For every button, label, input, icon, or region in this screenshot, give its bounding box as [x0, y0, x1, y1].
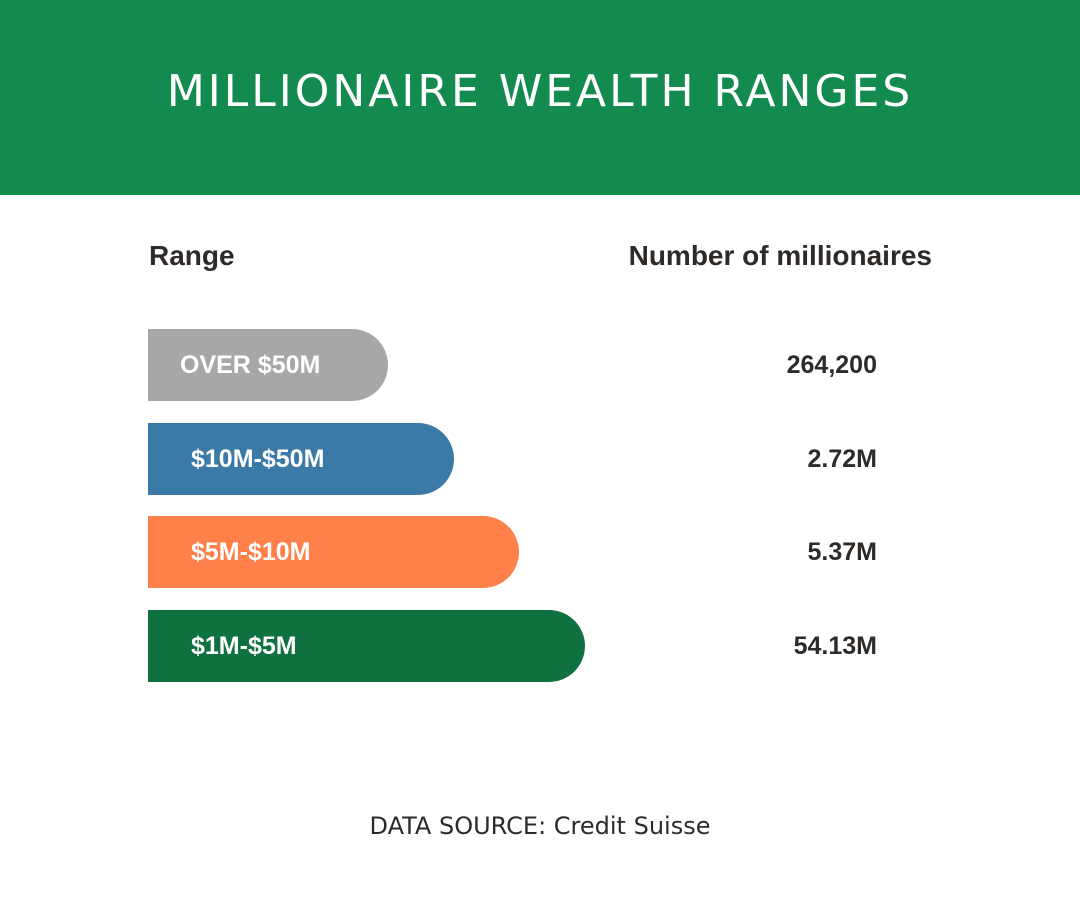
- bar-row: $5M-$10M 5.37M: [0, 516, 1080, 588]
- bar-row: $10M-$50M 2.72M: [0, 423, 1080, 495]
- title-banner: MILLIONAIRE WEALTH RANGES: [0, 0, 1080, 195]
- range-column-header: Range: [149, 240, 235, 271]
- value-label: 2.72M: [807, 445, 877, 473]
- value-label: 5.37M: [807, 538, 877, 566]
- value-label: 264,200: [786, 351, 877, 379]
- bar-label: $5M-$10M: [191, 537, 311, 566]
- bar: $5M-$10M: [148, 516, 519, 588]
- chart-title: MILLIONAIRE WEALTH RANGES: [166, 66, 914, 117]
- bar: OVER $50M: [148, 329, 388, 401]
- bar-label: OVER $50M: [180, 350, 321, 379]
- count-column-header: Number of millionaires: [628, 240, 932, 271]
- bar: $10M-$50M: [148, 423, 454, 495]
- bar-label: $10M-$50M: [191, 444, 325, 473]
- bar-label: $1M-$5M: [191, 631, 297, 660]
- bar-row: OVER $50M 264,200: [0, 329, 1080, 401]
- bar: $1M-$5M: [148, 610, 585, 682]
- data-source-note: DATA SOURCE: Credit Suisse: [369, 812, 711, 840]
- bar-row: $1M-$5M 54.13M: [0, 610, 1080, 682]
- value-label: 54.13M: [793, 632, 877, 660]
